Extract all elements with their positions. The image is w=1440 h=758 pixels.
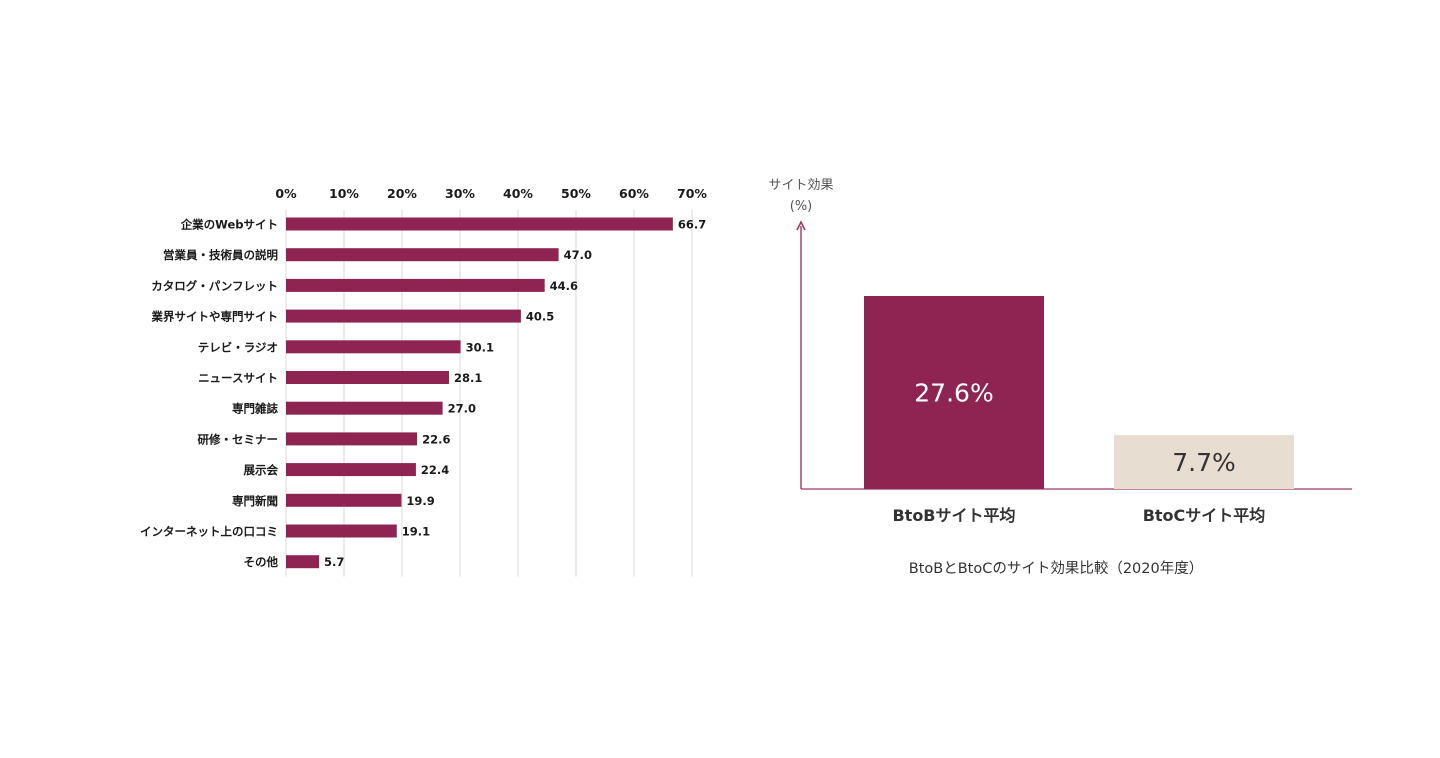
x-tick-label-30: 30% <box>445 186 475 201</box>
x-tick-label-40: 40% <box>503 186 533 201</box>
category-label-3: カタログ・パンフレット <box>151 279 278 293</box>
bar-4 <box>286 309 521 323</box>
bar-7 <box>286 401 443 415</box>
bar-2 <box>286 248 559 262</box>
category-label-4: 業界サイトや専門サイト <box>151 310 279 324</box>
category-label-8: 研修・セミナー <box>198 432 279 446</box>
bar-12 <box>286 555 320 569</box>
value-label-4: 40.5 <box>526 310 554 324</box>
value-label-7: 27.0 <box>448 402 476 416</box>
value-label-12: 5.7 <box>324 555 344 569</box>
value-label-11: 19.1 <box>402 525 430 539</box>
category-label-12: その他 <box>244 555 279 569</box>
column-category-2: BtoCサイト平均 <box>1143 506 1266 525</box>
y-axis-unit: (%) <box>790 199 813 214</box>
value-label-1: 66.7 <box>678 218 706 232</box>
x-tick-label-50: 50% <box>561 186 591 201</box>
x-tick-label-20: 20% <box>387 186 417 201</box>
column-1 <box>864 296 1044 489</box>
x-tick-label-70: 70% <box>677 186 707 201</box>
value-label-10: 19.9 <box>406 494 434 508</box>
y-axis-label: サイト効果 <box>768 178 833 193</box>
value-label-2: 47.0 <box>564 248 592 262</box>
column-value-2: 7.7% <box>1172 448 1236 477</box>
y-axis-arrow-icon <box>796 220 806 231</box>
column-category-1: BtoBサイト平均 <box>892 506 1015 525</box>
category-label-7: 専門雑誌 <box>232 402 278 416</box>
value-label-6: 28.1 <box>454 371 482 385</box>
bar-11 <box>286 524 397 538</box>
bar-1 <box>286 217 673 231</box>
x-tick-label-0: 0% <box>275 186 297 201</box>
category-label-9: 展示会 <box>243 463 279 477</box>
category-label-2: 営業員・技術員の説明 <box>163 248 278 262</box>
x-tick-label-10: 10% <box>329 186 359 201</box>
bar-3 <box>286 278 545 292</box>
bar-6 <box>286 371 449 384</box>
chart-caption: BtoBとBtoCのサイト効果比較（2020年度） <box>909 559 1203 577</box>
category-label-5: テレビ・ラジオ <box>198 340 278 354</box>
column-value-1: 27.6% <box>914 379 993 408</box>
column-2 <box>1114 435 1294 489</box>
category-label-1: 企業のWebサイト <box>180 218 278 232</box>
value-label-5: 30.1 <box>466 340 494 354</box>
value-label-8: 22.6 <box>422 432 450 446</box>
category-label-10: 専門新聞 <box>232 494 278 508</box>
bar-5 <box>286 340 461 354</box>
x-tick-label-60: 60% <box>619 186 649 201</box>
bar-10 <box>286 493 402 507</box>
category-label-6: ニュースサイト <box>198 371 278 385</box>
category-label-11: インターネット上の口コミ <box>140 525 278 539</box>
value-label-9: 22.4 <box>421 463 449 477</box>
value-label-3: 44.6 <box>550 279 578 293</box>
bar-8 <box>286 432 418 446</box>
bar-9 <box>286 463 416 477</box>
